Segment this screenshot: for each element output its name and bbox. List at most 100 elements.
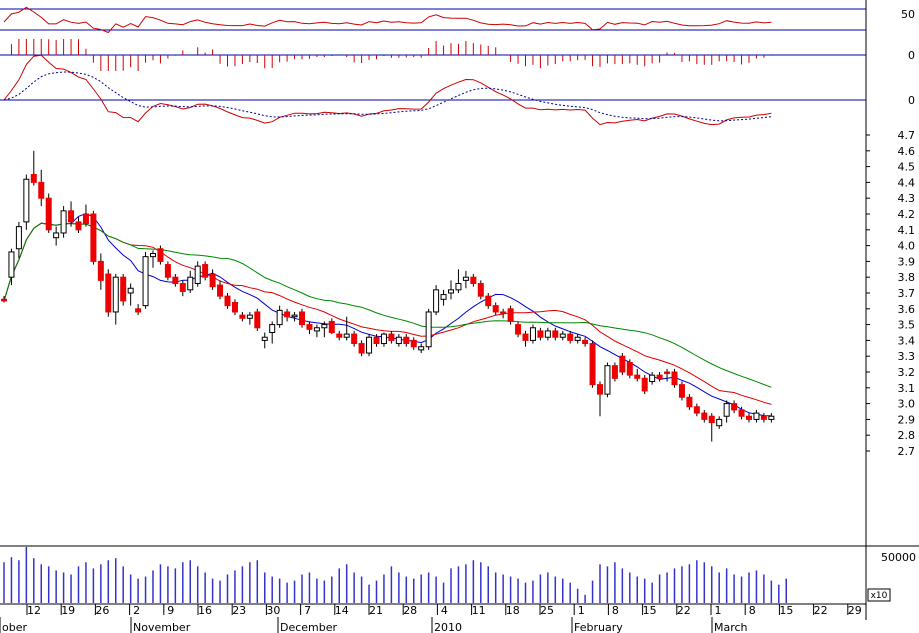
- candle-body: [366, 336, 373, 354]
- volume-multiplier-label: x10: [871, 591, 888, 601]
- volume-panel: [3, 547, 787, 603]
- price-tick-label: 3.4: [898, 334, 916, 347]
- indicator-line: [3, 6, 772, 34]
- signal-line: [3, 71, 772, 122]
- indicator-tick-label: 0: [908, 49, 915, 62]
- month-label: February: [574, 621, 623, 633]
- price-tick-label: 3.3: [898, 350, 916, 363]
- date-tick-label: 19: [61, 604, 75, 617]
- price-tick-label: 4.4: [898, 176, 916, 189]
- date-tick-label: 8: [612, 604, 619, 617]
- candle-body: [127, 287, 134, 294]
- volume-tick-label: 50000: [881, 551, 916, 564]
- month-label: December: [280, 621, 338, 633]
- candle-body: [380, 333, 387, 345]
- candle-body: [686, 396, 693, 408]
- candle-body: [634, 374, 641, 379]
- panel-frames: [0, 0, 919, 620]
- price-candles: [1, 150, 775, 442]
- price-tick-label: 3.8: [898, 271, 916, 284]
- indicator-tick-label: 50: [901, 8, 915, 21]
- date-tick-label: 2: [133, 604, 140, 617]
- candle-body: [343, 333, 350, 338]
- date-tick-label: 11: [472, 604, 486, 617]
- candle-body: [753, 412, 760, 420]
- candle-body: [8, 251, 15, 278]
- candle-body: [611, 365, 618, 379]
- price-tick-label: 3.0: [898, 398, 916, 411]
- moving-average-line: [3, 212, 772, 417]
- candle-body: [60, 210, 67, 234]
- date-tick-label: 30: [266, 604, 280, 617]
- candle-body: [306, 324, 313, 330]
- candle-body: [299, 311, 305, 326]
- candle-body: [313, 327, 320, 332]
- candle-body: [403, 336, 410, 345]
- multiplier-box: [867, 588, 891, 602]
- date-tick-label: 26: [95, 604, 109, 617]
- candle-body: [500, 311, 507, 315]
- candle-body: [254, 311, 261, 329]
- candle-body: [626, 362, 633, 376]
- candle-body: [678, 384, 685, 398]
- indicator-tick-label: 0: [908, 94, 915, 107]
- date-tick-label: 1: [578, 604, 585, 617]
- candle-body: [455, 283, 462, 291]
- price-tick-label: 2.8: [898, 429, 916, 442]
- moving-averages: [3, 212, 772, 417]
- price-tick-label: 2.7: [898, 445, 916, 458]
- date-tick-label: 21: [369, 604, 383, 617]
- candle-body: [470, 276, 477, 285]
- candle-body: [604, 365, 611, 395]
- candle-body: [395, 336, 402, 345]
- price-tick-label: 3.5: [898, 319, 916, 332]
- candle-body: [194, 265, 201, 285]
- candle-body: [567, 333, 574, 341]
- candle-body: [276, 309, 283, 326]
- candle-body: [597, 384, 603, 395]
- price-tick-label: 3.1: [898, 382, 916, 395]
- month-label: November: [133, 621, 191, 633]
- candle-body: [619, 355, 626, 373]
- candle-body: [552, 330, 559, 338]
- price-tick-label: 4.3: [898, 192, 916, 205]
- candle-body: [656, 374, 663, 379]
- candle-body: [82, 213, 89, 224]
- date-tick-label: 7: [304, 604, 311, 617]
- month-label: 2010: [434, 621, 462, 633]
- candle-body: [336, 333, 343, 338]
- candle-body: [544, 330, 551, 338]
- candle-body: [1, 298, 7, 302]
- candle-body: [723, 403, 730, 417]
- date-tick-label: 4: [441, 604, 448, 617]
- candle-body: [507, 308, 514, 322]
- candle-body: [68, 210, 75, 223]
- candle-body: [664, 371, 671, 375]
- candle-body: [537, 330, 544, 338]
- candle-body: [179, 283, 186, 292]
- price-tick-label: 3.7: [898, 287, 916, 300]
- candle-body: [15, 226, 22, 250]
- candle-body: [515, 324, 522, 335]
- candle-body: [768, 415, 775, 420]
- price-tick-label: 4.7: [898, 129, 916, 142]
- candle-body: [217, 284, 224, 297]
- candle-body: [23, 178, 30, 223]
- candle-body: [492, 305, 499, 313]
- candle-body: [269, 324, 276, 334]
- candle-body: [75, 221, 82, 231]
- candle-body: [328, 320, 335, 334]
- candle-body: [448, 289, 454, 294]
- date-tick-label: 25: [540, 604, 554, 617]
- candle-body: [582, 339, 589, 345]
- candle-body: [485, 295, 492, 307]
- price-tick-label: 3.2: [898, 366, 916, 379]
- date-tick-label: 8: [749, 604, 756, 617]
- date-tick-label: 22: [677, 604, 691, 617]
- month-label: March: [714, 621, 748, 633]
- candle-body: [209, 273, 216, 288]
- candle-body: [135, 308, 142, 313]
- candle-body: [202, 264, 209, 278]
- candle-body: [90, 213, 97, 262]
- candle-body: [38, 181, 45, 199]
